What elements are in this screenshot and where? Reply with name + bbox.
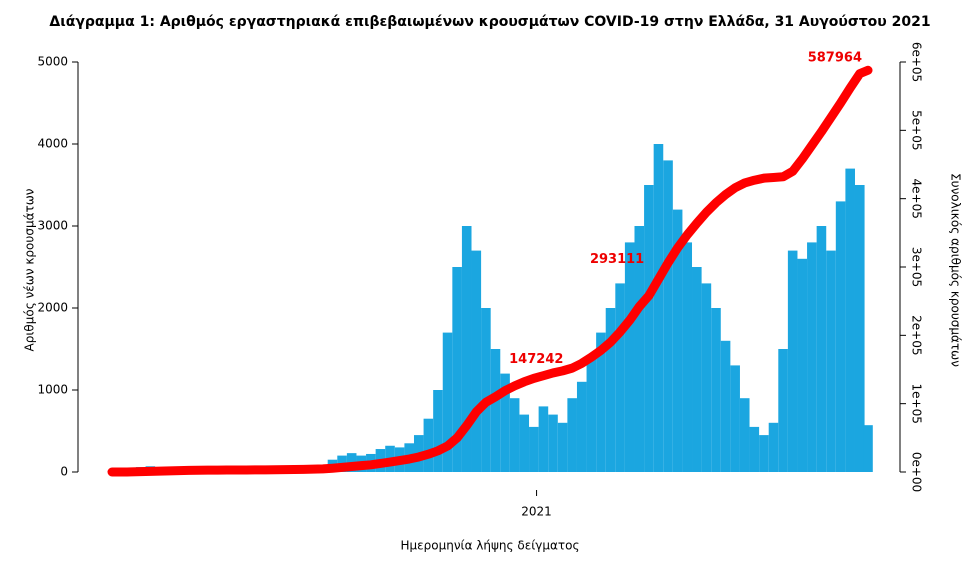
y-tick-label: 2000 bbox=[37, 301, 68, 315]
bar bbox=[797, 258, 808, 472]
y-tick-label: 0 bbox=[60, 465, 68, 479]
bar bbox=[863, 425, 873, 472]
bar bbox=[672, 209, 683, 472]
bar bbox=[787, 250, 798, 472]
bar bbox=[701, 283, 712, 472]
bar bbox=[653, 144, 664, 472]
bar bbox=[596, 332, 606, 472]
bar bbox=[845, 168, 855, 472]
bar bbox=[548, 414, 558, 472]
y2-tick-label: 0e+00 bbox=[910, 452, 924, 492]
y2-tick-label: 5e+05 bbox=[910, 110, 924, 150]
y-tick-label: 3000 bbox=[37, 219, 68, 233]
bar bbox=[490, 349, 501, 472]
bar bbox=[624, 242, 635, 472]
bar bbox=[452, 267, 462, 472]
bar bbox=[615, 283, 625, 472]
bar bbox=[835, 201, 846, 472]
y-tick-label: 5000 bbox=[37, 55, 68, 69]
bar bbox=[739, 398, 750, 472]
bar bbox=[461, 226, 472, 472]
y-tick-label: 1000 bbox=[37, 383, 68, 397]
y2-axis-title: Συνολικός αριθμός κρουσμάτων bbox=[949, 173, 963, 367]
bar bbox=[557, 422, 568, 472]
bar bbox=[692, 267, 702, 472]
y2-tick-label: 3e+05 bbox=[910, 247, 924, 287]
annotation: 293111 bbox=[590, 252, 644, 267]
bar bbox=[576, 381, 587, 472]
bar bbox=[816, 226, 827, 472]
bar bbox=[778, 349, 788, 472]
annotation: 147242 bbox=[509, 352, 563, 367]
bar bbox=[749, 426, 760, 472]
cumulative-line bbox=[107, 65, 873, 477]
bar bbox=[509, 398, 520, 472]
bar bbox=[682, 242, 693, 472]
bar bbox=[538, 406, 549, 472]
bar bbox=[634, 226, 645, 472]
y-axis-title: Αριθμός νέων κρουσμάτων bbox=[23, 188, 37, 351]
x-tick-label: 2021 bbox=[521, 505, 552, 519]
bar bbox=[807, 242, 817, 472]
bar bbox=[481, 308, 491, 472]
annotation: 587964 bbox=[808, 51, 862, 66]
bar bbox=[854, 185, 865, 472]
chart-title: Διάγραμμα 1: Αριθμός εργαστηριακά επιβεβ… bbox=[49, 14, 930, 30]
bar bbox=[442, 332, 453, 472]
bar bbox=[663, 160, 673, 472]
bar bbox=[644, 185, 654, 472]
bar bbox=[759, 435, 769, 472]
bar bbox=[423, 418, 434, 472]
bar bbox=[826, 250, 836, 472]
bar bbox=[500, 373, 510, 472]
bar bbox=[768, 422, 779, 472]
bar bbox=[605, 308, 616, 472]
x-axis-title: Ημερομηνία λήψης δείγματος bbox=[400, 539, 579, 553]
bar bbox=[471, 250, 482, 472]
bar bbox=[586, 357, 597, 472]
bar bbox=[720, 340, 731, 472]
y-tick-label: 4000 bbox=[37, 137, 68, 151]
bar bbox=[519, 414, 530, 472]
y2-tick-label: 2e+05 bbox=[910, 315, 924, 355]
bar bbox=[529, 426, 539, 472]
bar bbox=[433, 390, 443, 472]
y2-tick-label: 1e+05 bbox=[910, 383, 924, 423]
y2-tick-label: 6e+05 bbox=[910, 42, 924, 82]
bar bbox=[567, 398, 577, 472]
y2-tick-label: 4e+05 bbox=[910, 178, 924, 218]
bar bbox=[711, 308, 721, 472]
bar bbox=[730, 365, 740, 472]
